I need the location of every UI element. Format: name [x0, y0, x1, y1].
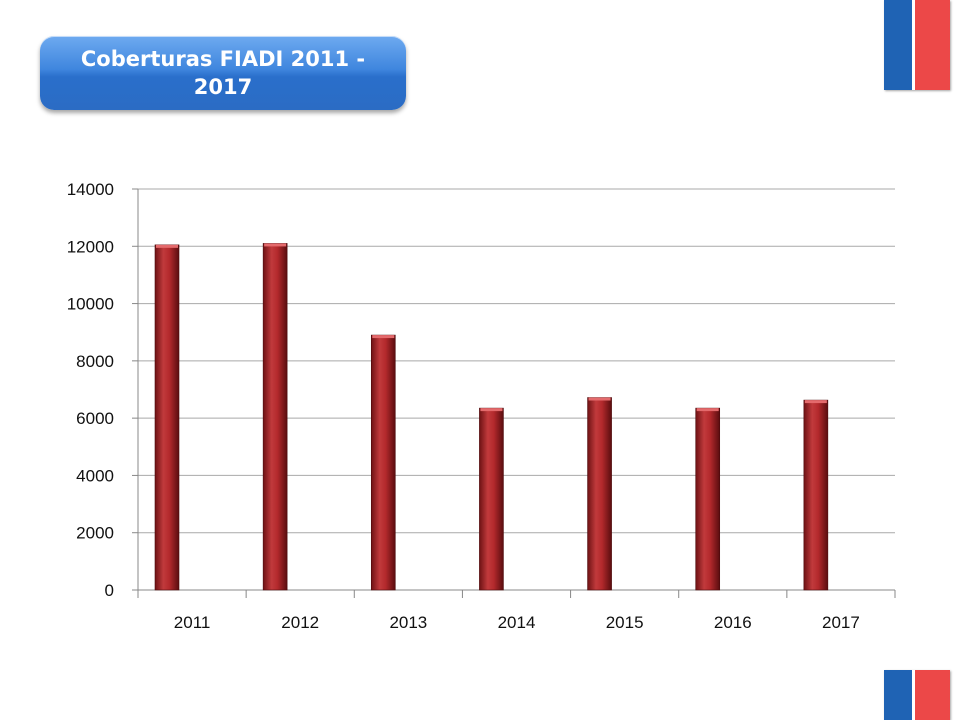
flag-logo-bottom — [884, 670, 950, 720]
flag-red-stripe — [915, 0, 950, 90]
y-tick-label: 8000 — [76, 352, 114, 371]
x-tick-label: 2016 — [714, 613, 752, 632]
bar-cap-2016 — [696, 408, 719, 412]
bar-2015 — [587, 397, 612, 591]
bar-2013 — [370, 334, 396, 591]
x-tick-label: 2017 — [822, 613, 860, 632]
bar-cap-2014 — [480, 408, 503, 412]
flag-gap — [912, 0, 915, 90]
y-tick-label: 14000 — [67, 180, 114, 199]
tick-labels: 0 2000 4000 6000 8000 10000 12000 14000 2011 2012… — [67, 180, 860, 632]
bar-cap-2015 — [588, 397, 611, 401]
y-tick-label: 10000 — [67, 295, 114, 314]
gridlines — [138, 188, 895, 534]
bar-2014 — [479, 407, 504, 591]
bar-2016 — [695, 407, 721, 591]
flag-blue-stripe — [884, 670, 912, 720]
slide-title-text: Coberturas FIADI 2011 - 2017 — [80, 47, 366, 99]
x-tick-label: 2013 — [389, 613, 427, 632]
flag-red-stripe — [915, 670, 950, 720]
bar-2011 — [154, 244, 180, 591]
bar-cap-2017 — [804, 400, 827, 404]
y-tick-label: 2000 — [76, 524, 114, 543]
x-tick-label: 2015 — [606, 613, 644, 632]
bars — [154, 243, 829, 591]
x-tick-label: 2014 — [498, 613, 536, 632]
x-tick-label: 2012 — [281, 613, 319, 632]
bar-2012 — [262, 243, 288, 591]
flag-gap — [912, 670, 915, 720]
bar-cap-2011 — [156, 244, 178, 248]
bar-2017 — [803, 399, 829, 591]
slide-title: Coberturas FIADI 2011 - 2017 — [40, 36, 406, 110]
flag-blue-stripe — [884, 0, 912, 90]
axes — [132, 188, 896, 598]
y-tick-label: 6000 — [76, 409, 114, 428]
y-tick-label: 12000 — [67, 237, 114, 256]
flag-logo-top — [884, 0, 950, 90]
y-tick-label: 4000 — [76, 466, 114, 485]
bar-cap-2013 — [372, 335, 395, 339]
x-tick-label: 2011 — [174, 613, 211, 632]
y-tick-label: 0 — [105, 581, 114, 600]
bar-cap-2012 — [264, 243, 287, 247]
